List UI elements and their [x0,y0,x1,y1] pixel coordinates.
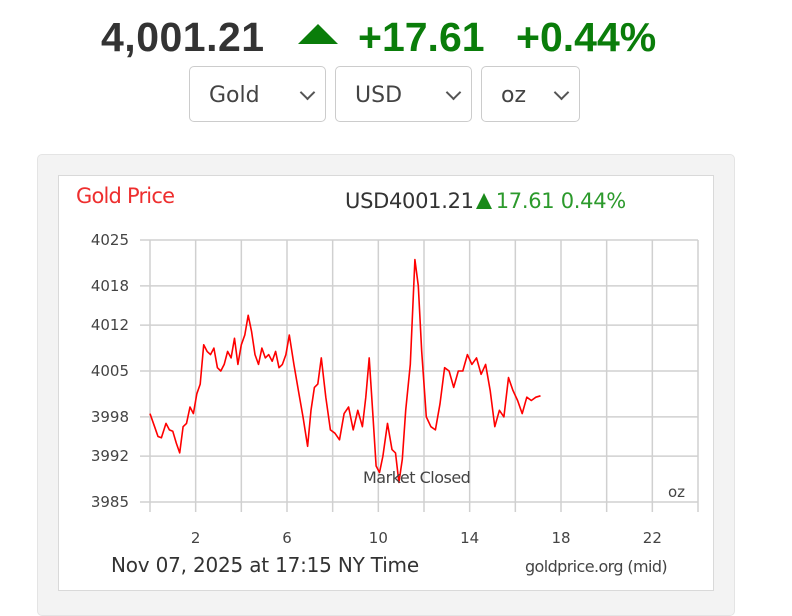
chart-quote-change: 17.61 [495,189,555,213]
chart-unit-label: oz [668,483,686,501]
chart-quote-percent: 0.44% [560,189,627,213]
unit-select-value: oz [501,83,527,108]
x-axis: 2 6 10 14 18 22 [191,529,662,547]
price-change: +17.61 [358,14,485,60]
chart-panel [58,175,714,591]
currency-select[interactable]: USD [335,66,472,122]
chart-title: Gold Price [76,184,175,208]
unit-select[interactable]: oz [481,66,580,122]
market-closed-label: Market Closed [363,468,471,487]
svg-text:22: 22 [643,529,662,547]
svg-text:3985: 3985 [91,493,129,511]
chart-timestamp: Nov 07, 2025 at 17:15 NY Time [111,553,419,577]
metal-select[interactable]: Gold [189,66,326,122]
svg-text:14: 14 [460,529,479,547]
svg-text:3998: 3998 [91,408,129,426]
triangle-up-icon [475,193,492,209]
chart-quote: USD4001.21 17.61 0.44% [345,189,626,213]
svg-text:4018: 4018 [91,277,129,295]
metal-select-value: Gold [209,83,260,108]
triangle-up-icon [298,24,338,44]
chart-grid [140,239,699,512]
chart-source: goldprice.org (mid) [525,557,668,576]
y-axis: 4025 4018 4012 4005 3998 3992 3985 [91,231,129,511]
price-change-percent: +0.44% [516,14,657,60]
currency-select-value: USD [355,83,403,108]
svg-text:18: 18 [551,529,570,547]
current-price: 4,001.21 [101,14,265,60]
svg-text:4005: 4005 [91,362,129,380]
svg-text:6: 6 [282,529,292,547]
price-line [149,258,541,484]
chart-quote-price: USD4001.21 [345,189,474,213]
svg-text:10: 10 [369,529,388,547]
selector-bar: Gold USD oz [0,66,792,126]
svg-text:3992: 3992 [91,447,129,465]
price-line-chart: 4025 4018 4012 4005 3998 3992 3985 2 6 10 14 18 22 [91,231,699,547]
price-ticker: 4,001.21 +17.61 +0.44% [0,8,792,64]
svg-text:4012: 4012 [91,316,129,334]
svg-text:4025: 4025 [91,231,129,249]
svg-text:2: 2 [191,529,201,547]
